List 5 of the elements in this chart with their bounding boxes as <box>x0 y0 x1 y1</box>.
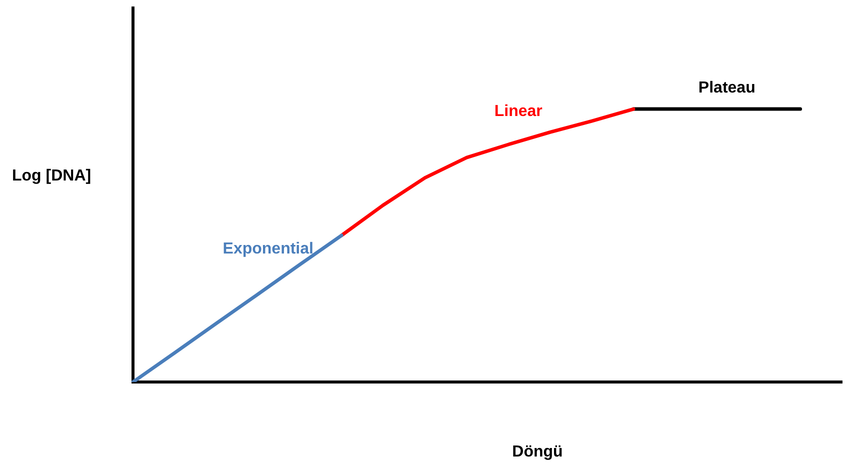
series-label: Exponential <box>222 240 314 258</box>
x-axis-title: Döngü <box>512 443 563 460</box>
y-axis-title: Log [DNA] <box>12 167 92 184</box>
series-label: Plateau <box>698 79 756 96</box>
series-label: Linear <box>494 102 542 120</box>
